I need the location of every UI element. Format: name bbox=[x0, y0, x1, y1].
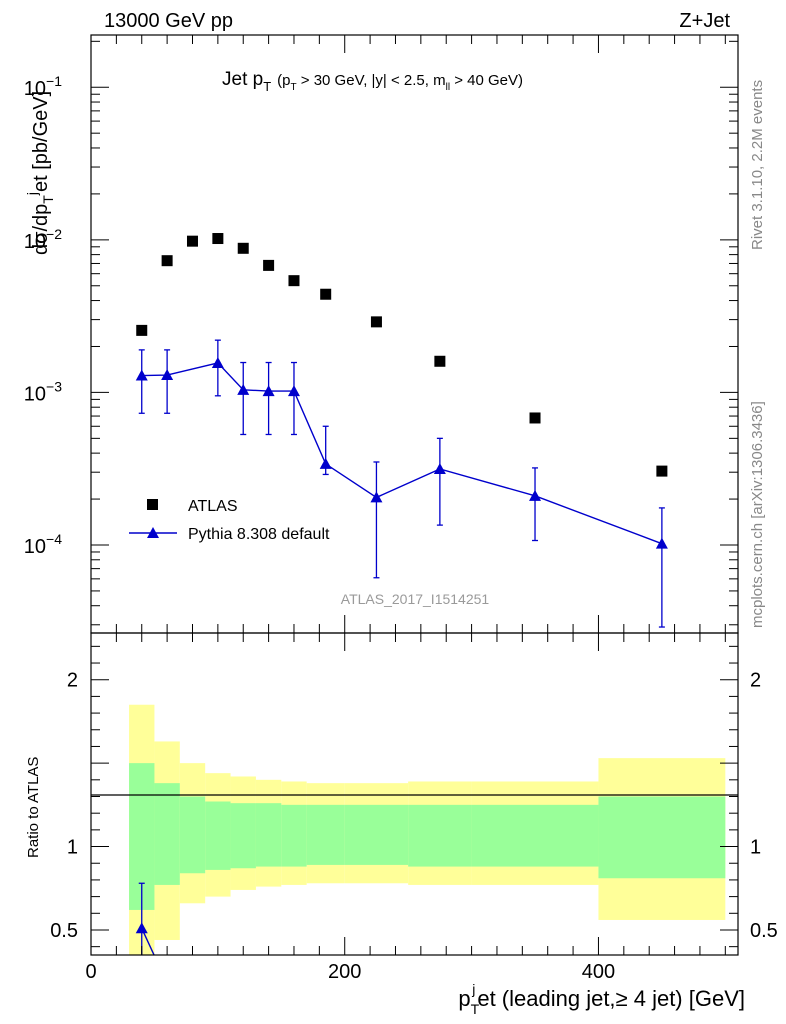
ratio-band-green bbox=[281, 804, 307, 867]
ratio-pythia-point bbox=[161, 977, 173, 988]
title-sub: T bbox=[263, 79, 271, 94]
legend-pythia-marker bbox=[147, 527, 159, 538]
pythia-data-point bbox=[135, 369, 148, 381]
pythia-data-point bbox=[529, 489, 542, 501]
main-y-tick-exponent: −1 bbox=[46, 73, 62, 89]
ratio-y-tick-label-left: 0.5 bbox=[50, 920, 78, 942]
ratio-band-green bbox=[154, 783, 180, 885]
legend-atlas-marker bbox=[147, 499, 158, 510]
ratio-band-green bbox=[205, 801, 231, 870]
xlabel-sub: T bbox=[471, 1001, 480, 1017]
pythia-data-point bbox=[433, 462, 446, 474]
main-y-tick-label: 10−4 bbox=[24, 531, 62, 558]
legend-atlas-label: ATLAS bbox=[188, 498, 238, 515]
x-tick-label: 400 bbox=[582, 961, 615, 983]
ratio-y-tick-label-right: 0.5 bbox=[750, 920, 778, 942]
ratio-band-green bbox=[306, 804, 345, 865]
ratio-y-tick-label-right: 2 bbox=[750, 670, 761, 692]
atlas-data-point bbox=[656, 465, 668, 477]
ratio-band-green bbox=[471, 804, 599, 867]
title-cut-sub1: T bbox=[291, 82, 297, 93]
legend: ATLAS Pythia 8.308 default bbox=[129, 498, 330, 543]
x-tick-label: 200 bbox=[328, 961, 361, 983]
rivet-version-label: Rivet 3.1.10, 2.2M events bbox=[749, 80, 766, 250]
main-y-tick-base: 10 bbox=[24, 78, 46, 100]
main-y-axis-label: dσ/dpTjet [pb/GeV] bbox=[24, 91, 56, 255]
ratio-band-green bbox=[344, 804, 409, 865]
atlas-data-point bbox=[212, 233, 224, 245]
main-y-tick-label: 10−3 bbox=[24, 378, 62, 405]
pythia-data-point bbox=[262, 385, 275, 397]
atlas-data-point bbox=[288, 275, 300, 287]
ratio-pythia-point bbox=[135, 922, 148, 934]
ratio-plot-frame bbox=[90, 632, 739, 956]
ratio-band-green bbox=[179, 796, 206, 874]
main-series-layer bbox=[135, 233, 668, 628]
pythia-data-point bbox=[655, 537, 668, 549]
ylabel-main: dσ/dp bbox=[30, 204, 52, 255]
atlas-data-point bbox=[529, 412, 541, 424]
ratio-uncertainty-bands bbox=[129, 704, 726, 955]
ratio-band-green bbox=[230, 803, 256, 869]
x-tick-label: 0 bbox=[85, 961, 96, 983]
mcplots-label: mcplots.cern.ch [arXiv:1306.3436] bbox=[749, 401, 766, 628]
ylabel-sup: j bbox=[24, 192, 40, 196]
title-cut-mid: > 30 GeV, |y| < 2.5, m bbox=[297, 72, 446, 89]
atlas-data-point bbox=[136, 324, 148, 336]
atlas-data-point bbox=[186, 235, 198, 247]
main-y-tick-label: 10−2 bbox=[24, 226, 62, 253]
ylabel-tail: et [pb/GeV] bbox=[30, 91, 52, 192]
atlas-data-point bbox=[237, 242, 249, 254]
x-axis-label: pTjet (leading jet,≥ 4 jet) [GeV] bbox=[458, 981, 745, 1017]
xlabel-tail: et (leading jet,≥ 4 jet) [GeV] bbox=[477, 986, 745, 1011]
analysis-watermark: ATLAS_2017_I1514251 bbox=[341, 591, 490, 607]
ratio-pythia-line bbox=[141, 928, 155, 955]
ratio-band-green bbox=[255, 803, 282, 867]
pythia-data-point bbox=[211, 356, 224, 368]
atlas-data-point bbox=[370, 316, 382, 328]
title-cut-close: > 40 GeV) bbox=[450, 72, 523, 89]
main-y-tick-base: 10 bbox=[24, 536, 46, 558]
atlas-data-point bbox=[161, 255, 173, 267]
pythia-data-point bbox=[237, 383, 250, 395]
pythia-data-point bbox=[319, 457, 332, 469]
xlabel-sup: j bbox=[471, 981, 475, 997]
ratio-y-tick-label-left: 2 bbox=[67, 670, 78, 692]
main-y-tick-base: 10 bbox=[24, 383, 46, 405]
ratio-y-axis-label: Ratio to ATLAS bbox=[25, 757, 42, 858]
ratio-y-tick-label-right: 1 bbox=[750, 837, 761, 859]
main-y-tick-base: 10 bbox=[24, 231, 46, 253]
energy-label: 13000 GeV pp bbox=[104, 10, 233, 32]
title-main: Jet p bbox=[222, 69, 263, 90]
ratio-band-green bbox=[598, 796, 726, 879]
pythia-data-point bbox=[287, 385, 300, 397]
ylabel-sub: T bbox=[40, 195, 56, 204]
title-cut-sub2: ll bbox=[446, 82, 450, 93]
legend-pythia-label: Pythia 8.308 default bbox=[188, 526, 330, 543]
process-label: Z+Jet bbox=[679, 10, 730, 32]
main-plot-title: Jet pT (pT > 30 GeV, |y| < 2.5, mll > 40 … bbox=[222, 69, 523, 94]
atlas-data-point bbox=[434, 355, 446, 367]
main-plot-frame bbox=[90, 34, 739, 634]
main-y-tick-exponent: −3 bbox=[46, 378, 62, 394]
atlas-data-point bbox=[263, 259, 275, 271]
main-y-tick-label: 10−1 bbox=[24, 73, 62, 100]
pythia-data-point bbox=[370, 491, 383, 503]
xlabel-main: p bbox=[458, 986, 470, 1011]
main-y-tick-exponent: −4 bbox=[46, 531, 62, 547]
title-cut-open: (p bbox=[277, 72, 290, 89]
main-y-tick-exponent: −2 bbox=[46, 226, 62, 242]
pythia-series-line bbox=[141, 362, 663, 545]
atlas-data-point bbox=[320, 288, 332, 300]
pythia-data-point bbox=[161, 369, 174, 381]
ratio-y-tick-label-left: 1 bbox=[67, 837, 78, 859]
ratio-band-green bbox=[408, 804, 472, 867]
